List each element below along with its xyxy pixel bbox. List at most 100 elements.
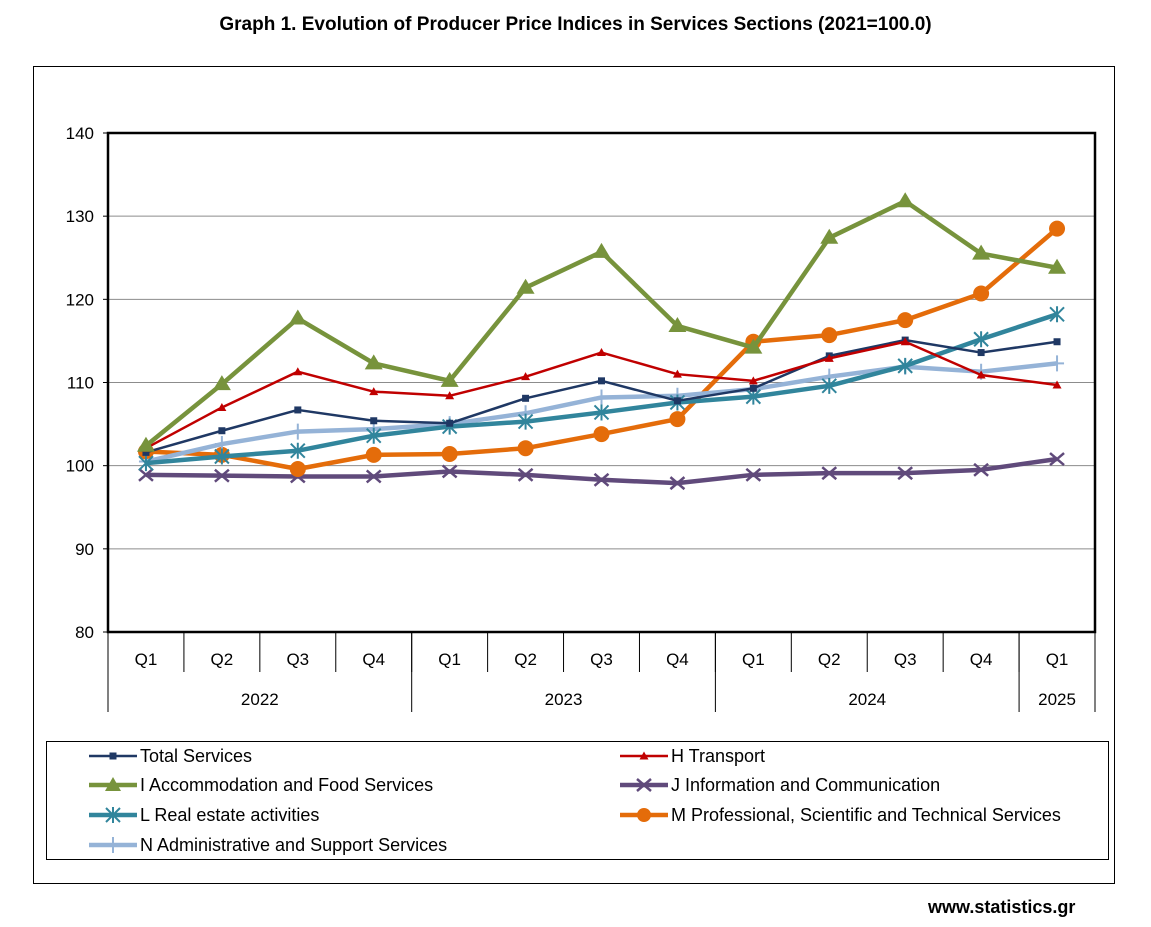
data-point: [517, 413, 534, 430]
x-year-label: 2024: [848, 690, 886, 709]
legend-item: L Real estate activities: [89, 802, 319, 828]
data-point: [364, 354, 383, 370]
legend-item: N Administrative and Support Services: [89, 832, 447, 858]
data-point: [516, 278, 535, 294]
data-point: [594, 389, 609, 406]
data-point: [669, 476, 686, 491]
legend-swatch: [620, 778, 668, 792]
legend-swatch: [89, 807, 137, 823]
data-point: [289, 460, 306, 477]
legend-label: I Accommodation and Food Services: [140, 774, 434, 795]
y-tick-label: 140: [66, 124, 94, 143]
data-point: [1049, 220, 1066, 237]
data-point: [521, 372, 531, 381]
legend-swatch: [620, 751, 668, 760]
data-point: [973, 462, 989, 477]
legend-marker: [106, 837, 120, 853]
legend-marker: [636, 778, 652, 792]
data-point: [288, 309, 307, 325]
data-point: [517, 440, 534, 457]
data-point: [369, 387, 379, 396]
legend-swatch: [89, 777, 137, 791]
legend-marker-shape: [105, 777, 121, 791]
x-tick-label: Q2: [514, 650, 537, 669]
data-point: [1053, 338, 1061, 346]
data-point: [821, 466, 838, 481]
data-point: [897, 312, 914, 329]
data-point: [217, 402, 227, 411]
data-point: [597, 348, 606, 357]
data-point: [366, 427, 382, 444]
x-tick-label: Q4: [666, 650, 689, 669]
data-point: [593, 426, 610, 443]
x-year-label: 2023: [545, 690, 583, 709]
data-point: [522, 394, 530, 402]
legend: Total Services H Transport I Accommodation…: [46, 741, 1109, 860]
data-point: [441, 446, 458, 463]
y-tick-label: 120: [66, 290, 94, 309]
y-tick-label: 130: [66, 207, 94, 226]
data-point: [598, 377, 605, 385]
data-point: [972, 244, 991, 260]
legend-item: J Information and Communication: [620, 772, 940, 798]
chart-frame: 80 90 100 110 120 130 140 Q1 Q2 Q3 Q4 Q1 Q2 Q3 Q4 Q1 Q2 Q…: [33, 66, 1115, 884]
series-i-accommodation-and-food-services: [136, 192, 1067, 452]
x-tick-label: Q1: [135, 650, 158, 669]
data-point: [136, 436, 155, 452]
legend-marker-shape: [636, 778, 652, 792]
data-point: [441, 464, 458, 479]
x-tick-label: Q1: [438, 650, 461, 669]
data-point: [138, 455, 154, 472]
legend-marker: [105, 777, 121, 791]
x-year-label: 2025: [1038, 690, 1076, 709]
x-tick-label: Q2: [818, 650, 841, 669]
legend-marker: [639, 751, 649, 760]
y-tick-label: 90: [75, 540, 94, 559]
data-point: [824, 353, 834, 362]
data-point: [138, 467, 154, 482]
chart-plot: 80 90 100 110 120 130 140 Q1 Q2 Q3 Q4 Q1 Q2 Q3 Q4 Q1 Q2 Q…: [66, 124, 1097, 712]
data-point: [900, 337, 910, 346]
legend-marker-shape: [109, 752, 117, 760]
data-point: [672, 369, 682, 378]
data-point: [820, 228, 839, 244]
legend-swatch: [620, 808, 668, 822]
legend-label: H Transport: [671, 745, 766, 766]
x-tick-label: Q3: [590, 650, 613, 669]
legend-label: L Real estate activities: [140, 804, 320, 825]
data-point: [744, 338, 763, 354]
data-point: [896, 192, 915, 208]
legend-marker: [637, 808, 651, 822]
legend-swatch: [89, 837, 137, 853]
data-point: [142, 448, 150, 456]
y-tick-label: 110: [67, 374, 94, 393]
legend-marker: [109, 752, 117, 760]
data-point: [214, 468, 230, 483]
data-point: [1049, 306, 1065, 323]
plot-area: [106, 131, 1097, 634]
legend-item: I Accommodation and Food Services: [89, 772, 433, 798]
data-point: [977, 349, 985, 357]
legend-item: M Professional, Scientific and Technical…: [620, 802, 1061, 828]
data-point: [365, 469, 382, 484]
data-point: [212, 375, 231, 391]
data-point: [370, 417, 378, 425]
legend-marker-shape: [105, 807, 121, 823]
data-point: [1049, 452, 1065, 466]
data-point: [214, 448, 230, 465]
x-tick-label: Q4: [362, 650, 385, 669]
legend-label: N Administrative and Support Services: [140, 834, 448, 855]
x-tick-label: Q2: [211, 650, 234, 669]
x-tick-label: Q3: [286, 650, 309, 669]
legend-label: J Information and Communication: [671, 774, 941, 795]
series-m-professional-scientific-and-technical-services: [137, 220, 1066, 477]
data-point: [593, 472, 610, 487]
x-tick-label: Q4: [970, 650, 993, 669]
x-tick-label: Q1: [1046, 650, 1069, 669]
data-point: [1050, 355, 1065, 372]
data-point: [748, 376, 758, 385]
legend-item: Total Services: [89, 743, 252, 769]
data-point: [1052, 380, 1062, 389]
data-point: [749, 384, 757, 392]
data-point: [821, 327, 838, 344]
